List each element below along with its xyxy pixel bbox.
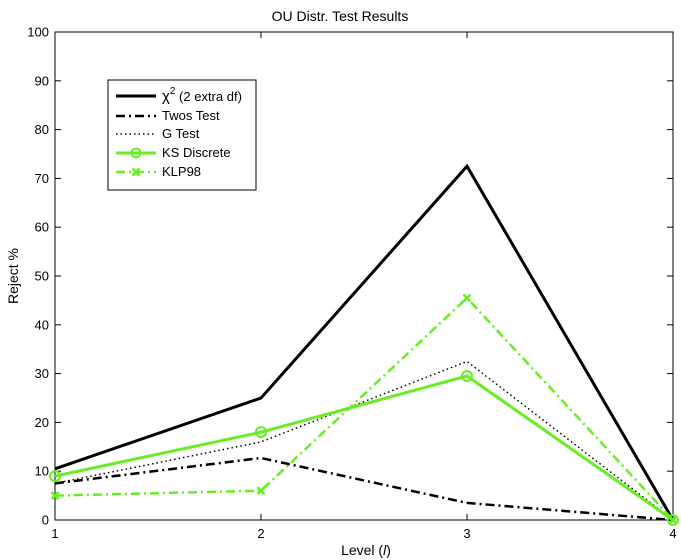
legend-entry-klp: KLP98	[116, 164, 201, 179]
series-line-twos	[54, 456, 674, 522]
y-tick-label: 20	[35, 415, 49, 430]
y-tick-label: 100	[27, 25, 49, 40]
chart-title: OU Distr. Test Results	[272, 8, 409, 24]
x-tick-label: 3	[463, 526, 470, 541]
y-tick-label: 40	[35, 317, 49, 332]
legend-entry-ks: KS Discrete	[116, 145, 231, 160]
series-line-klp	[54, 296, 674, 521]
series-line-chi2	[54, 163, 675, 521]
y-tick-label: 80	[35, 122, 49, 137]
legend-label-chi2: χ2 (2 extra df)	[162, 86, 242, 105]
x-axis-label-end: )	[386, 542, 391, 558]
data-point-klp	[668, 515, 678, 525]
x-tick-label: 4	[669, 526, 676, 541]
data-point-klp	[50, 491, 60, 500]
y-tick-label: 0	[42, 513, 49, 528]
y-axis-label: Reject %	[5, 248, 21, 304]
y-tick-label: 60	[35, 220, 49, 235]
x-tick-label: 2	[257, 526, 264, 541]
legend-box	[107, 79, 257, 191]
x-axis-label-var: l	[383, 542, 387, 558]
data-point-ks	[255, 426, 267, 439]
y-tick-label: 50	[35, 269, 49, 284]
y-tick-label: 10	[35, 464, 49, 479]
legend-entry-twos: Twos Test	[116, 108, 220, 123]
series-line-gtest	[54, 360, 674, 521]
plot-area: 0 10 20 30 40 50 60 70 80 90 100 1 2 3 4	[27, 25, 679, 541]
legend-label-twos: Twos Test	[162, 108, 220, 123]
legend-label-ks: KS Discrete	[162, 145, 231, 160]
x-axis-label: Level (l)	[341, 542, 391, 558]
x-tick-label: 1	[51, 526, 58, 541]
legend-label-klp: KLP98	[162, 164, 201, 179]
legend: χ2 (2 extra df) Twos Test G Test KS Disc…	[107, 79, 257, 191]
data-point-ks	[461, 370, 473, 383]
data-point-ks	[49, 470, 61, 483]
data-point-ks	[667, 514, 679, 526]
y-tick-label: 30	[35, 366, 49, 381]
x-axis-label-main: Level (	[341, 542, 383, 558]
data-point-klp	[256, 486, 266, 496]
data-point-klp	[462, 293, 472, 303]
legend-marker-ks	[130, 147, 142, 159]
series-line-ks	[54, 374, 674, 522]
y-tick-label: 90	[35, 73, 49, 88]
legend-marker-klp	[131, 167, 141, 177]
legend-entry-chi2: χ2 (2 extra df)	[116, 86, 242, 105]
y-tick-label: 70	[35, 171, 49, 186]
legend-label-gtest: G Test	[162, 126, 200, 141]
legend-entry-gtest: G Test	[116, 126, 200, 141]
